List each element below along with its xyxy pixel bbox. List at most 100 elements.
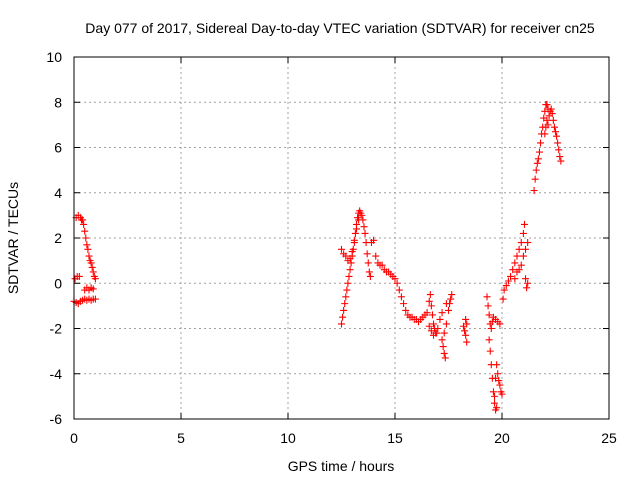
data-point: [533, 159, 541, 167]
data-point: [555, 146, 563, 154]
data-point: [428, 311, 436, 319]
data-point: [81, 227, 89, 235]
data-point: [491, 392, 499, 400]
y-tick-label: -2: [50, 321, 63, 337]
data-point: [448, 291, 456, 299]
data-point: [495, 377, 503, 385]
data-point: [442, 300, 450, 308]
data-point: [339, 313, 347, 321]
data-point: [522, 275, 530, 283]
data-point: [338, 245, 345, 253]
data-point: [556, 153, 564, 161]
data-point: [447, 295, 455, 303]
data-point: [425, 322, 433, 330]
data-point: [494, 370, 502, 378]
data-point: [498, 390, 506, 398]
data-point: [363, 250, 371, 258]
data-point: [491, 399, 499, 407]
data-point: [550, 123, 558, 131]
y-axis-label: SDTVAR / TECUs: [5, 182, 21, 294]
data-point: [85, 252, 93, 260]
data-point: [519, 252, 527, 260]
data-point: [360, 223, 368, 231]
data-point: [378, 261, 386, 269]
data-point: [461, 327, 469, 335]
data-point: [517, 261, 525, 269]
data-point: [89, 268, 97, 276]
data-point: [500, 286, 508, 294]
data-point: [543, 101, 551, 109]
data-point: [366, 272, 374, 280]
y-tick-label: -6: [50, 411, 63, 427]
data-point: [438, 309, 446, 317]
x-tick-label: 25: [601, 430, 617, 446]
data-point: [395, 286, 403, 294]
data-point: [484, 302, 492, 310]
data-point: [355, 216, 363, 224]
data-point: [372, 252, 380, 260]
data-point: [427, 302, 435, 310]
data-point: [515, 266, 523, 274]
data-point: [493, 404, 501, 412]
data-point: [352, 225, 360, 233]
data-point: [442, 320, 450, 328]
data-point: [340, 306, 348, 314]
data-point: [397, 293, 405, 301]
data-point: [496, 381, 504, 389]
data-point: [434, 325, 442, 332]
data-point: [524, 239, 532, 247]
data-point: [554, 139, 562, 147]
data-point: [346, 266, 354, 274]
data-point: [483, 293, 491, 301]
data-point: [489, 388, 497, 396]
data-point: [438, 336, 446, 344]
data-point: [499, 295, 507, 303]
y-tick-label: 4: [54, 185, 62, 201]
data-point: [350, 236, 358, 244]
data-point: [393, 279, 401, 287]
data-point: [541, 130, 549, 138]
data-point: [342, 252, 350, 260]
data-point: [520, 220, 528, 228]
data-point: [87, 259, 95, 267]
data-point: [537, 139, 545, 147]
data-point: [502, 282, 510, 290]
x-tick-label: 20: [494, 430, 510, 446]
data-point: [532, 166, 540, 174]
data-point: [523, 284, 531, 292]
data-point: [486, 347, 494, 355]
chart-title: Day 077 of 2017, Sidereal Day-to-day VTE…: [85, 20, 595, 36]
data-point: [439, 343, 447, 351]
data-point: [493, 361, 501, 369]
y-tick-label: 10: [46, 49, 62, 65]
data-point: [440, 329, 448, 337]
data-point: [553, 132, 561, 140]
data-point: [487, 325, 495, 332]
data-point: [511, 259, 519, 267]
data-point: [548, 110, 556, 118]
axis-ticks: 0 5 10 15 20 25 -6 -4 -2 0 2 4 6 8 10: [46, 49, 617, 446]
data-point: [358, 211, 366, 219]
x-axis-label: GPS time / hours: [288, 458, 395, 474]
data-point: [351, 229, 359, 237]
y-tick-label: -4: [50, 366, 63, 382]
data-point: [89, 285, 97, 293]
data-points: [70, 101, 565, 414]
x-tick-label: 15: [387, 430, 403, 446]
data-point: [341, 300, 349, 308]
data-point: [344, 279, 352, 287]
data-point: [370, 236, 378, 244]
data-point: [547, 105, 555, 113]
data-point: [462, 315, 470, 323]
data-point: [91, 275, 99, 283]
data-point: [80, 220, 88, 228]
data-point: [535, 148, 543, 156]
data-point: [342, 293, 350, 301]
data-point: [504, 277, 512, 285]
data-point: [463, 338, 471, 346]
data-point: [426, 291, 434, 299]
x-tick-label: 5: [177, 430, 185, 446]
data-point: [440, 349, 448, 357]
data-point: [430, 331, 438, 339]
